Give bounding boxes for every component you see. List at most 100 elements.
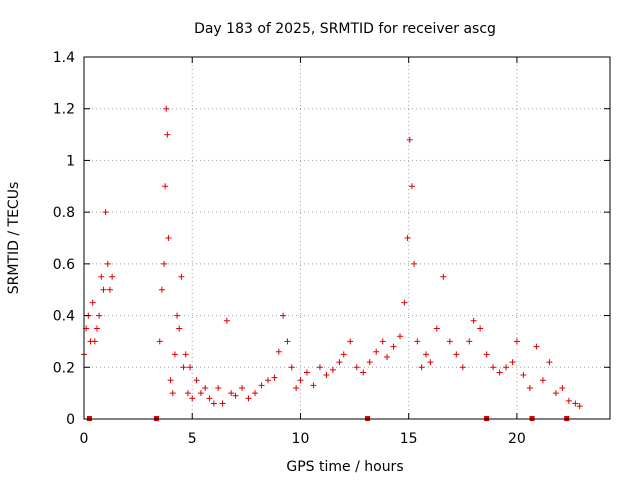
data-point [106,286,113,293]
data-point [329,366,336,373]
data-point [546,359,553,366]
data-point [539,377,546,384]
data-point [245,395,252,402]
y-tick-label: 1.4 [53,50,75,66]
data-point [496,369,503,376]
data-point [533,343,540,350]
data-point [466,338,473,345]
data-point [414,338,421,345]
data-point [280,312,287,319]
data-point [162,183,169,190]
data-point [572,400,579,407]
data-point [176,325,183,332]
data-point [284,338,291,345]
data-point [390,343,397,350]
data-point [408,183,415,190]
data-point [297,377,304,384]
x-tick-label: 5 [188,431,197,447]
data-point [210,400,217,407]
data-point [189,395,196,402]
data-point [96,312,103,319]
data-point [353,364,360,371]
data-point [373,348,380,355]
data-point [193,377,200,384]
data-point [404,235,411,241]
data-point [459,364,466,371]
data-point [526,384,533,391]
data-point [89,299,96,306]
data-point [401,299,408,306]
data-point [411,260,418,267]
data-point [184,390,191,397]
data-point [384,353,391,360]
data-point [167,377,174,384]
data-point [232,392,239,399]
data-series-srmtid [81,105,583,410]
data-point [102,209,109,216]
data-point [187,364,194,371]
data-point [169,390,176,397]
data-point [440,273,447,280]
data-point [206,395,213,402]
data-point [418,364,425,371]
plot-frame [83,56,611,420]
data-point [91,338,98,345]
y-tick-label: 0 [66,412,75,428]
data-point [158,286,165,293]
data-point [104,260,111,267]
data-point [182,351,189,358]
x-tick-label: 20 [508,431,526,447]
y-tick-label: 1 [66,153,75,169]
data-point [98,273,105,280]
data-point [258,382,265,389]
data-point [163,105,170,112]
y-tick-label: 0.4 [53,309,75,325]
data-point [360,369,367,376]
data-point [316,364,323,371]
data-point [171,351,178,358]
y-tick-label: 0.2 [53,360,75,376]
chart-title: Day 183 of 2025, SRMTID for receiver asc… [194,21,496,37]
data-point [423,351,430,358]
data-point [165,235,172,241]
data-point [288,364,295,371]
data-point [197,390,204,397]
data-point [109,273,116,280]
data-point [552,390,559,397]
x-tick-label: 15 [400,431,418,447]
data-point [215,384,222,391]
data-point [470,317,477,324]
x-axis-label: GPS time / hours [286,459,403,475]
data-point [239,384,246,391]
data-point [347,338,354,345]
data-point [477,325,484,332]
data-point [275,348,282,355]
data-point [93,325,100,332]
data-point [366,359,373,366]
data-point [340,351,347,358]
data-point [406,136,413,143]
data-point [453,351,460,358]
data-point [576,403,583,410]
data-point [264,377,271,384]
data-point [513,338,520,345]
data-point [303,369,310,376]
data-point [433,325,440,332]
data-point [178,273,185,280]
data-point [174,312,181,319]
data-point [219,400,226,407]
data-point [223,317,230,324]
grid [84,57,610,419]
y-tick-label: 0.8 [53,205,75,221]
data-point [293,384,300,391]
data-point [509,359,516,366]
data-point [202,384,209,391]
data-point [559,384,566,391]
data-point [310,382,317,389]
data-point [323,372,330,379]
data-point [180,364,187,371]
data-point [397,333,404,340]
data-point [446,338,453,345]
y-axis-label: SRMTID / TECUs [6,182,22,295]
